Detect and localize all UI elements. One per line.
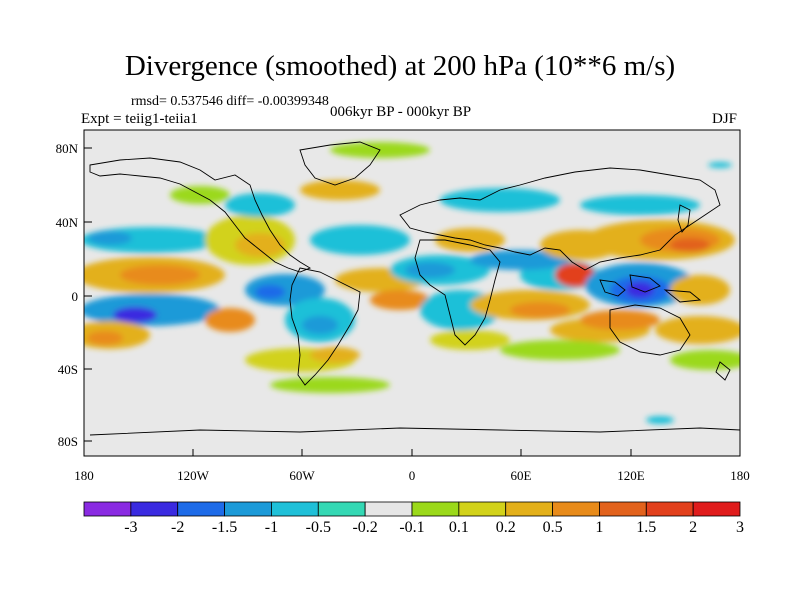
colorbar-swatch <box>411 501 460 517</box>
lon-tick-label: 0 <box>409 468 416 483</box>
colorbar-label: -1.5 <box>212 519 237 536</box>
colorbar-label: -0.1 <box>399 519 424 536</box>
lat-tick-label: 40S <box>58 362 78 377</box>
coastlines <box>89 141 740 436</box>
colorbar-swatch <box>692 501 741 517</box>
lat-tick-label: 80N <box>56 141 79 156</box>
colorbar-label: 3 <box>736 519 744 536</box>
colorbar-label: -3 <box>124 519 137 536</box>
season-label: DJF <box>712 111 738 127</box>
colorbar-swatch <box>271 501 319 517</box>
colorbar: -3 -2 -1.5 -1 -0.5 -0.2 -0.1 0.1 0.2 0.5 1 1.5 2 3 <box>83 501 744 536</box>
colorbar-swatch <box>177 501 225 517</box>
chart-title: Divergence (smoothed) at 200 hPa (10**6 … <box>124 50 676 82</box>
lat-tick-label: 80S <box>58 434 78 449</box>
map-panel <box>83 129 741 457</box>
colorbar-swatch <box>458 501 507 517</box>
longitude-axis: 180 120W 60W 0 60E 120E 180 <box>74 449 750 483</box>
colorbar-label: 2 <box>689 519 697 536</box>
colorbar-label: -0.2 <box>352 519 377 536</box>
colorbar-swatch <box>599 501 647 517</box>
colorbar-swatch <box>645 501 694 517</box>
lon-tick-label: 120E <box>617 468 645 483</box>
divergence-field <box>84 141 740 436</box>
colorbar-label: 1 <box>595 519 603 536</box>
experiment-label: Expt = teiig1-teiia1 <box>81 111 198 127</box>
colorbar-label: 0.1 <box>449 519 469 536</box>
lon-tick-label: 120W <box>177 468 210 483</box>
colorbar-swatch <box>83 501 132 517</box>
latitude-axis: 80N 40N 0 40S 80S <box>56 141 92 449</box>
colorbar-swatch <box>317 501 366 517</box>
colorbar-swatch <box>364 501 413 517</box>
colorbar-label: 0.2 <box>496 519 516 536</box>
colorbar-label: -0.5 <box>306 519 331 536</box>
lat-tick-label: 40N <box>56 215 79 230</box>
lon-tick-label: 180 <box>730 468 750 483</box>
period-label: 006kyr BP - 000kyr BP <box>330 104 472 120</box>
colorbar-label: -2 <box>171 519 184 536</box>
lat-tick-label: 0 <box>72 289 79 304</box>
rmsd-diff-stats: rmsd= 0.537546 diff= -0.00399348 <box>131 94 329 109</box>
lon-tick-label: 180 <box>74 468 94 483</box>
lon-tick-label: 60W <box>289 468 315 483</box>
colorbar-label: 0.5 <box>543 519 563 536</box>
lon-tick-label: 60E <box>511 468 532 483</box>
colorbar-swatch <box>130 501 179 517</box>
colorbar-label: 1.5 <box>636 519 656 536</box>
colorbar-label: -1 <box>265 519 278 536</box>
colorbar-swatch <box>505 501 553 517</box>
colorbar-swatch <box>552 501 600 517</box>
colorbar-swatch <box>224 501 272 517</box>
